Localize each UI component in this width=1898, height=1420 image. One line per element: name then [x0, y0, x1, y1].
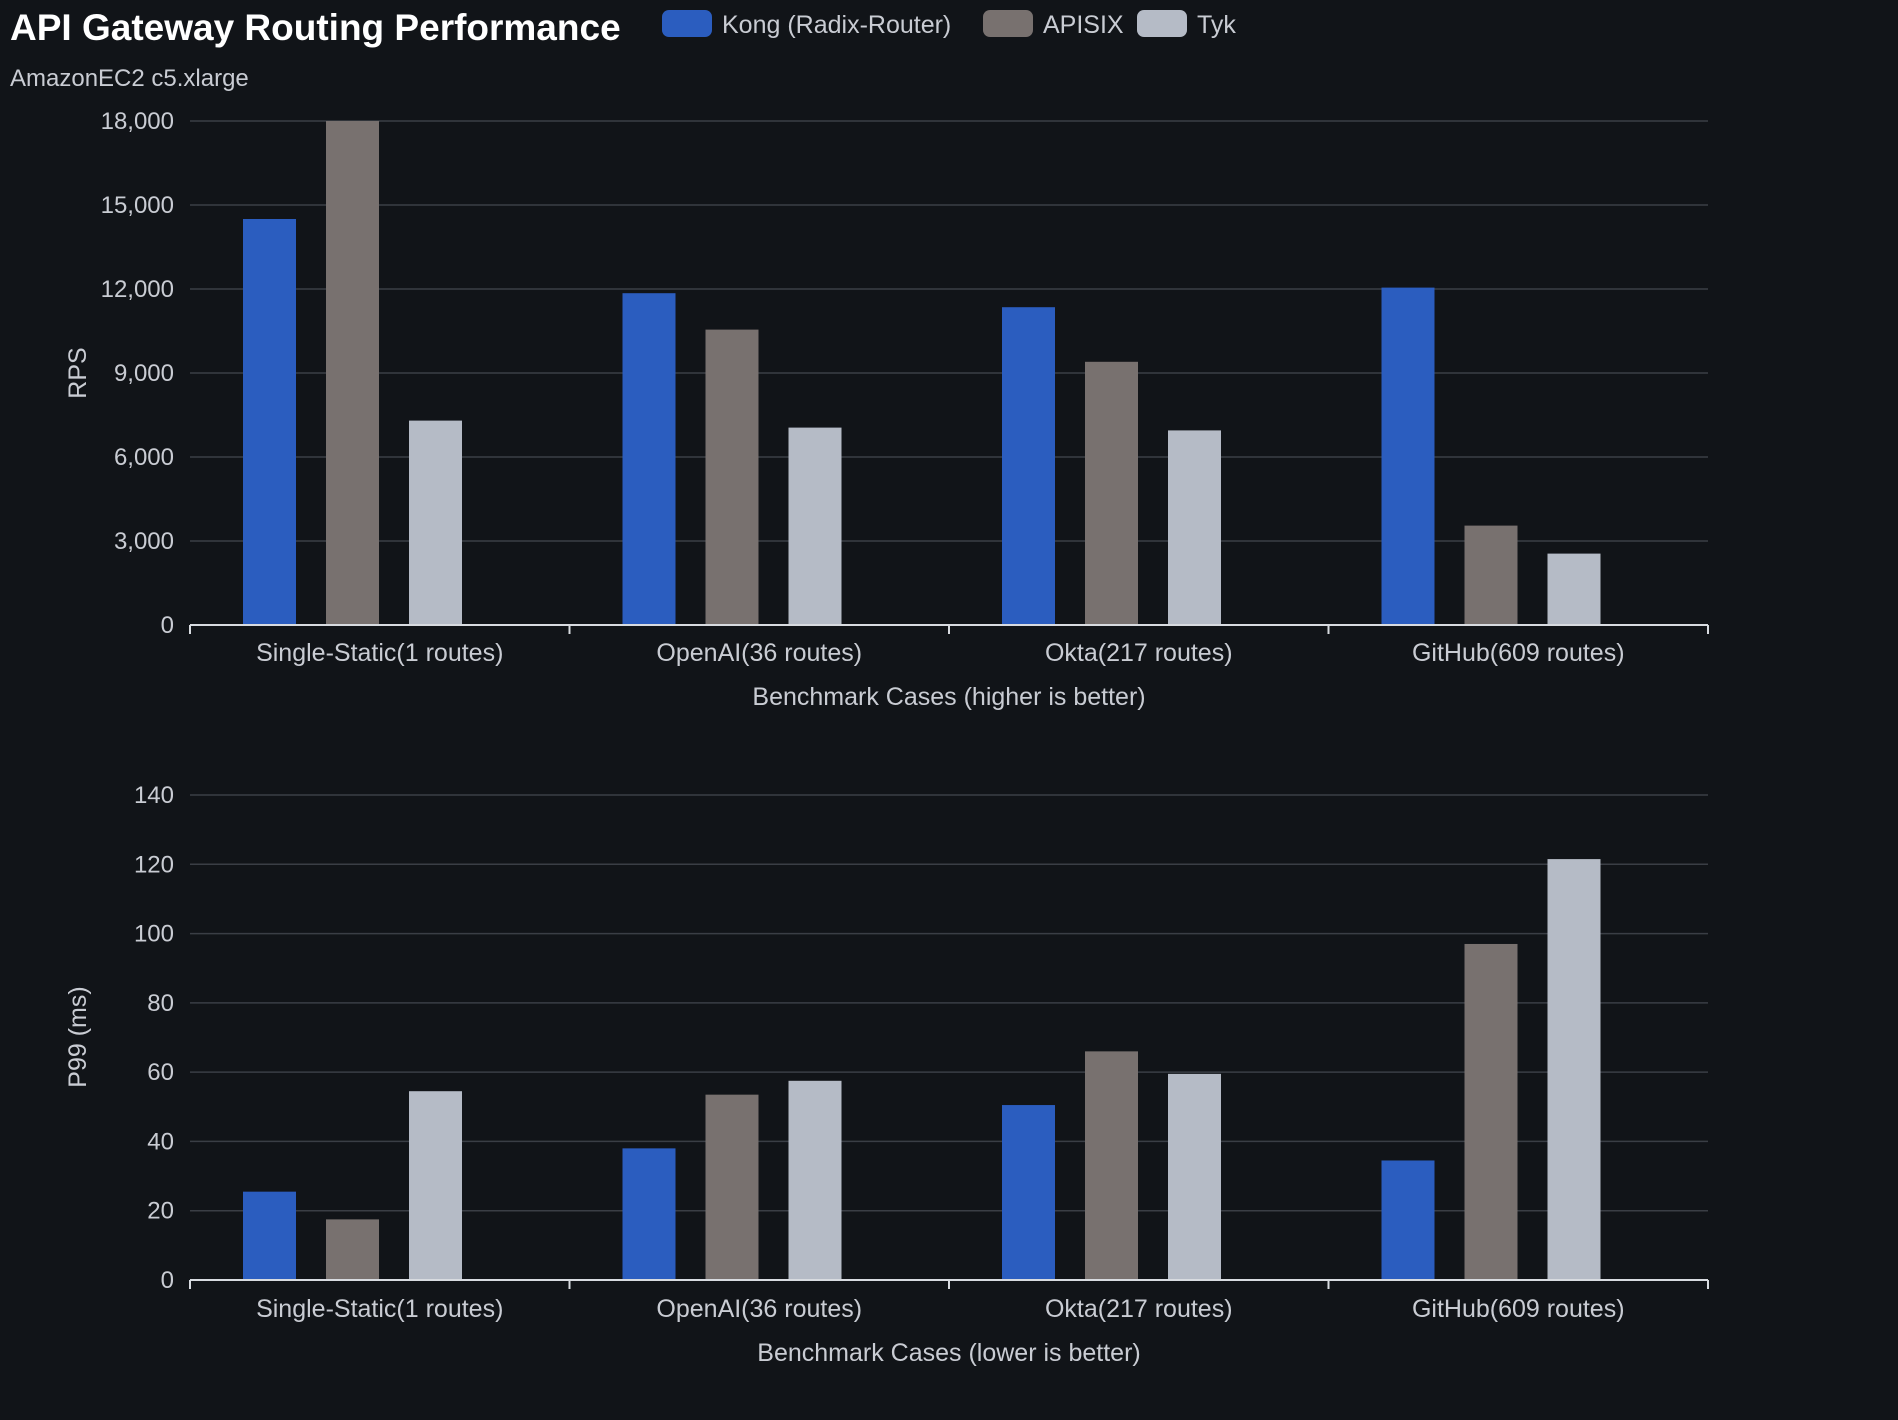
- legend-swatch-apisix[interactable]: [983, 10, 1033, 37]
- bar-tyk-github-609-routes[interactable]: [1547, 859, 1601, 1280]
- x-tick-label: Okta(217 routes): [1045, 639, 1233, 667]
- bar-kong-radix-router-single-static-1-routes[interactable]: [243, 1191, 296, 1280]
- bar-kong-radix-router-github-609-routes[interactable]: [1381, 1160, 1435, 1280]
- legend-label-kong-radix-router[interactable]: Kong (Radix-Router): [722, 11, 951, 39]
- y-axis-title: P99 (ms): [64, 986, 92, 1087]
- y-tick-label: 12,000: [101, 276, 174, 303]
- x-axis-title: Benchmark Cases (higher is better): [752, 683, 1145, 711]
- x-tick-label: OpenAI(36 routes): [656, 1295, 862, 1323]
- bar-tyk-okta-217-routes[interactable]: [1168, 1073, 1221, 1280]
- bar-kong-radix-router-okta-217-routes[interactable]: [1002, 307, 1055, 625]
- bar-kong-radix-router-github-609-routes[interactable]: [1381, 287, 1435, 625]
- bar-apisix-openai-36-routes[interactable]: [705, 329, 759, 625]
- bar-kong-radix-router-openai-36-routes[interactable]: [622, 293, 676, 625]
- y-tick-label: 100: [134, 921, 174, 948]
- p99-panel: 0 20 40 60 80 100 120 140 Single-Static(1 routes…: [64, 782, 1709, 1367]
- y-tick-label: 0: [161, 612, 174, 639]
- x-tick-label: Single-Static(1 routes): [256, 1295, 503, 1323]
- y-tick-label: 3,000: [114, 528, 174, 555]
- x-tick-label: Okta(217 routes): [1045, 1295, 1233, 1323]
- bar-tyk-okta-217-routes[interactable]: [1168, 430, 1221, 625]
- rps-panel: 0 3,000 6,000 9,000 12,000 15,000 18,000 Single…: [64, 108, 1709, 711]
- bar-kong-radix-router-single-static-1-routes[interactable]: [243, 219, 296, 625]
- x-tick-label: Single-Static(1 routes): [256, 639, 503, 667]
- bar-kong-radix-router-openai-36-routes[interactable]: [622, 1148, 676, 1280]
- y-tick-label: 80: [147, 990, 174, 1017]
- y-tick-label: 0: [161, 1267, 174, 1294]
- x-tick-label: OpenAI(36 routes): [656, 639, 862, 667]
- legend-label-apisix[interactable]: APISIX: [1043, 11, 1124, 39]
- y-tick-label: 140: [134, 782, 174, 809]
- legend-label-tyk[interactable]: Tyk: [1197, 11, 1236, 39]
- bar-apisix-single-static-1-routes[interactable]: [326, 121, 379, 625]
- x-axis-title: Benchmark Cases (lower is better): [757, 1339, 1140, 1367]
- bar-tyk-single-static-1-routes[interactable]: [409, 420, 462, 625]
- y-tick-label: 40: [147, 1128, 174, 1155]
- bar-tyk-single-static-1-routes[interactable]: [409, 1091, 462, 1280]
- x-tick-label: GitHub(609 routes): [1412, 639, 1625, 667]
- bar-apisix-single-static-1-routes[interactable]: [326, 1219, 379, 1280]
- bar-apisix-github-609-routes[interactable]: [1464, 943, 1518, 1280]
- bar-apisix-openai-36-routes[interactable]: [705, 1094, 759, 1280]
- bar-tyk-openai-36-routes[interactable]: [788, 427, 842, 625]
- y-tick-label: 15,000: [101, 192, 174, 219]
- y-tick-label: 120: [134, 851, 174, 878]
- bar-apisix-okta-217-routes[interactable]: [1085, 361, 1138, 625]
- chart-title: API Gateway Routing Performance: [10, 7, 621, 48]
- bar-apisix-okta-217-routes[interactable]: [1085, 1051, 1138, 1280]
- chart-subtitle: AmazonEC2 c5.xlarge: [10, 65, 249, 92]
- bar-tyk-github-609-routes[interactable]: [1547, 553, 1601, 625]
- y-tick-label: 20: [147, 1198, 174, 1225]
- y-tick-label: 18,000: [101, 108, 174, 135]
- bar-apisix-github-609-routes[interactable]: [1464, 525, 1518, 625]
- bar-kong-radix-router-okta-217-routes[interactable]: [1002, 1105, 1055, 1280]
- legend-swatch-tyk[interactable]: [1137, 10, 1187, 37]
- y-tick-label: 60: [147, 1059, 174, 1086]
- x-tick-label: GitHub(609 routes): [1412, 1295, 1625, 1323]
- legend: Kong (Radix-Router) APISIX Tyk: [662, 10, 1236, 39]
- y-tick-label: 6,000: [114, 444, 174, 471]
- y-tick-label: 9,000: [114, 360, 174, 387]
- bar-tyk-openai-36-routes[interactable]: [788, 1080, 842, 1280]
- legend-swatch-kong-radix-router[interactable]: [662, 10, 712, 37]
- y-axis-title: RPS: [64, 347, 92, 398]
